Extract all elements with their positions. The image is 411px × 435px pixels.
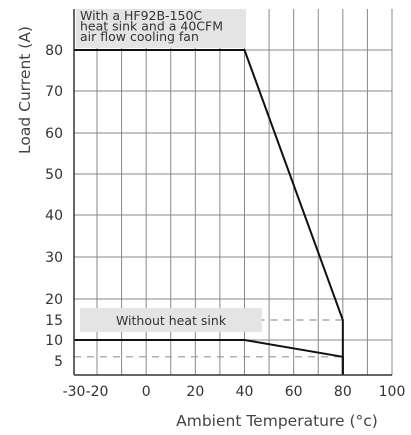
y-tick-label: 20 [45,292,63,308]
y-tick-label: 30 [45,250,63,266]
y-tick-label: 5 [54,354,63,370]
y-tick-label: 60 [45,126,63,142]
series-lines [74,49,344,375]
annotation-box [76,9,246,48]
annotation-text: With a HF92B-150C [80,8,202,23]
x-tick-label: -20 [86,384,109,400]
tick-labels: -30 -20 0 20 40 60 80 100 5 10 15 20 30 40 50 60 70 80 [45,43,405,400]
x-tick-label: 0 [142,384,151,400]
x-tick-label: 60 [285,384,303,400]
annotation-box [80,308,262,332]
y-tick-label: 50 [45,167,63,183]
y-tick-label: 10 [45,333,63,349]
y-tick-label: 70 [45,84,63,100]
x-tick-label: 20 [186,384,204,400]
y-axis-title: Load Current (A) [16,26,34,154]
y-tick-label: 80 [45,43,63,59]
y-tick-label: 40 [45,208,63,224]
series-line [74,49,344,375]
axes [73,9,392,376]
annotation-text: heat sink and a 40CFM [80,19,223,34]
series-line [74,339,344,375]
x-tick-label: -30 [63,384,86,400]
x-axis-title: Ambient Temperature (°c) [176,412,378,430]
annotation-text: air flow cooling fan [80,29,199,44]
annotation-text: Without heat sink [116,313,227,328]
x-tick-label: 80 [334,384,352,400]
x-tick-label: 100 [379,384,406,400]
x-tick-label: 40 [236,384,254,400]
y-tick-label: 15 [45,313,63,329]
